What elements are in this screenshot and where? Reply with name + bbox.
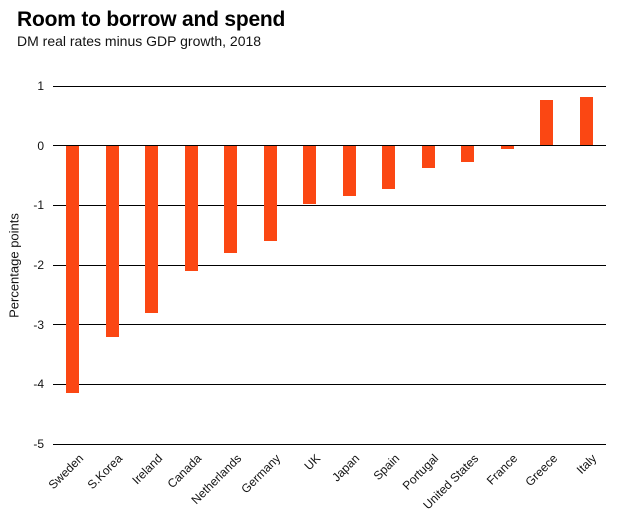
x-tick-label-japan: Japan [329, 451, 363, 485]
bar-netherlands [224, 146, 238, 254]
bar-italy [579, 96, 593, 146]
gridline--4 [53, 383, 606, 385]
x-tick-label-ireland: Ireland [129, 451, 165, 488]
bar-uk [303, 146, 317, 205]
y-tick-label--4: -4 [33, 377, 44, 392]
bar-portugal [421, 146, 435, 169]
x-tick-label-uk: UK [301, 451, 323, 473]
bar-france [500, 146, 514, 150]
gridline--2 [53, 264, 606, 266]
bar-canada [184, 146, 198, 271]
y-tick-label--2: -2 [33, 258, 44, 272]
x-tick-label-s-korea: S.Korea [84, 451, 126, 492]
gridline-0 [53, 145, 606, 147]
bar-s-korea [105, 146, 119, 337]
x-tick-label-sweden: Sweden [45, 451, 86, 492]
chart-title: Room to borrow and spend [17, 8, 286, 31]
x-tick-label-spain: Spain [370, 451, 402, 483]
gridline--5 [53, 443, 606, 445]
y-tick-label--1: -1 [33, 198, 44, 213]
bar-germany [263, 146, 277, 242]
y-tick-label--3: -3 [33, 317, 44, 332]
gridline-1 [53, 85, 606, 87]
gridline--3 [53, 324, 606, 326]
x-tick-label-greece: Greece [522, 451, 560, 490]
bar-greece [540, 99, 554, 146]
bar-sweden [66, 146, 80, 394]
x-tick-label-france: France [484, 451, 521, 488]
bar-united-states [461, 146, 475, 163]
bar-spain [382, 146, 396, 190]
plot-area: 1 0 -1 -2 -3 -4 -5 Sweden S.Korea Ireland Canada Ne… [33, 80, 606, 512]
bar-japan [342, 146, 356, 197]
y-tick-label-0: 0 [37, 138, 44, 153]
chart-subtitle: DM real rates minus GDP growth, 2018 [17, 33, 262, 49]
bar-ireland [145, 146, 159, 313]
y-tick-label--5: -5 [33, 437, 44, 451]
gridline--1 [53, 204, 606, 206]
y-tick-label-1: 1 [37, 79, 44, 93]
x-tick-label-italy: Italy [574, 451, 600, 477]
x-tick-label-germany: Germany [238, 451, 284, 497]
